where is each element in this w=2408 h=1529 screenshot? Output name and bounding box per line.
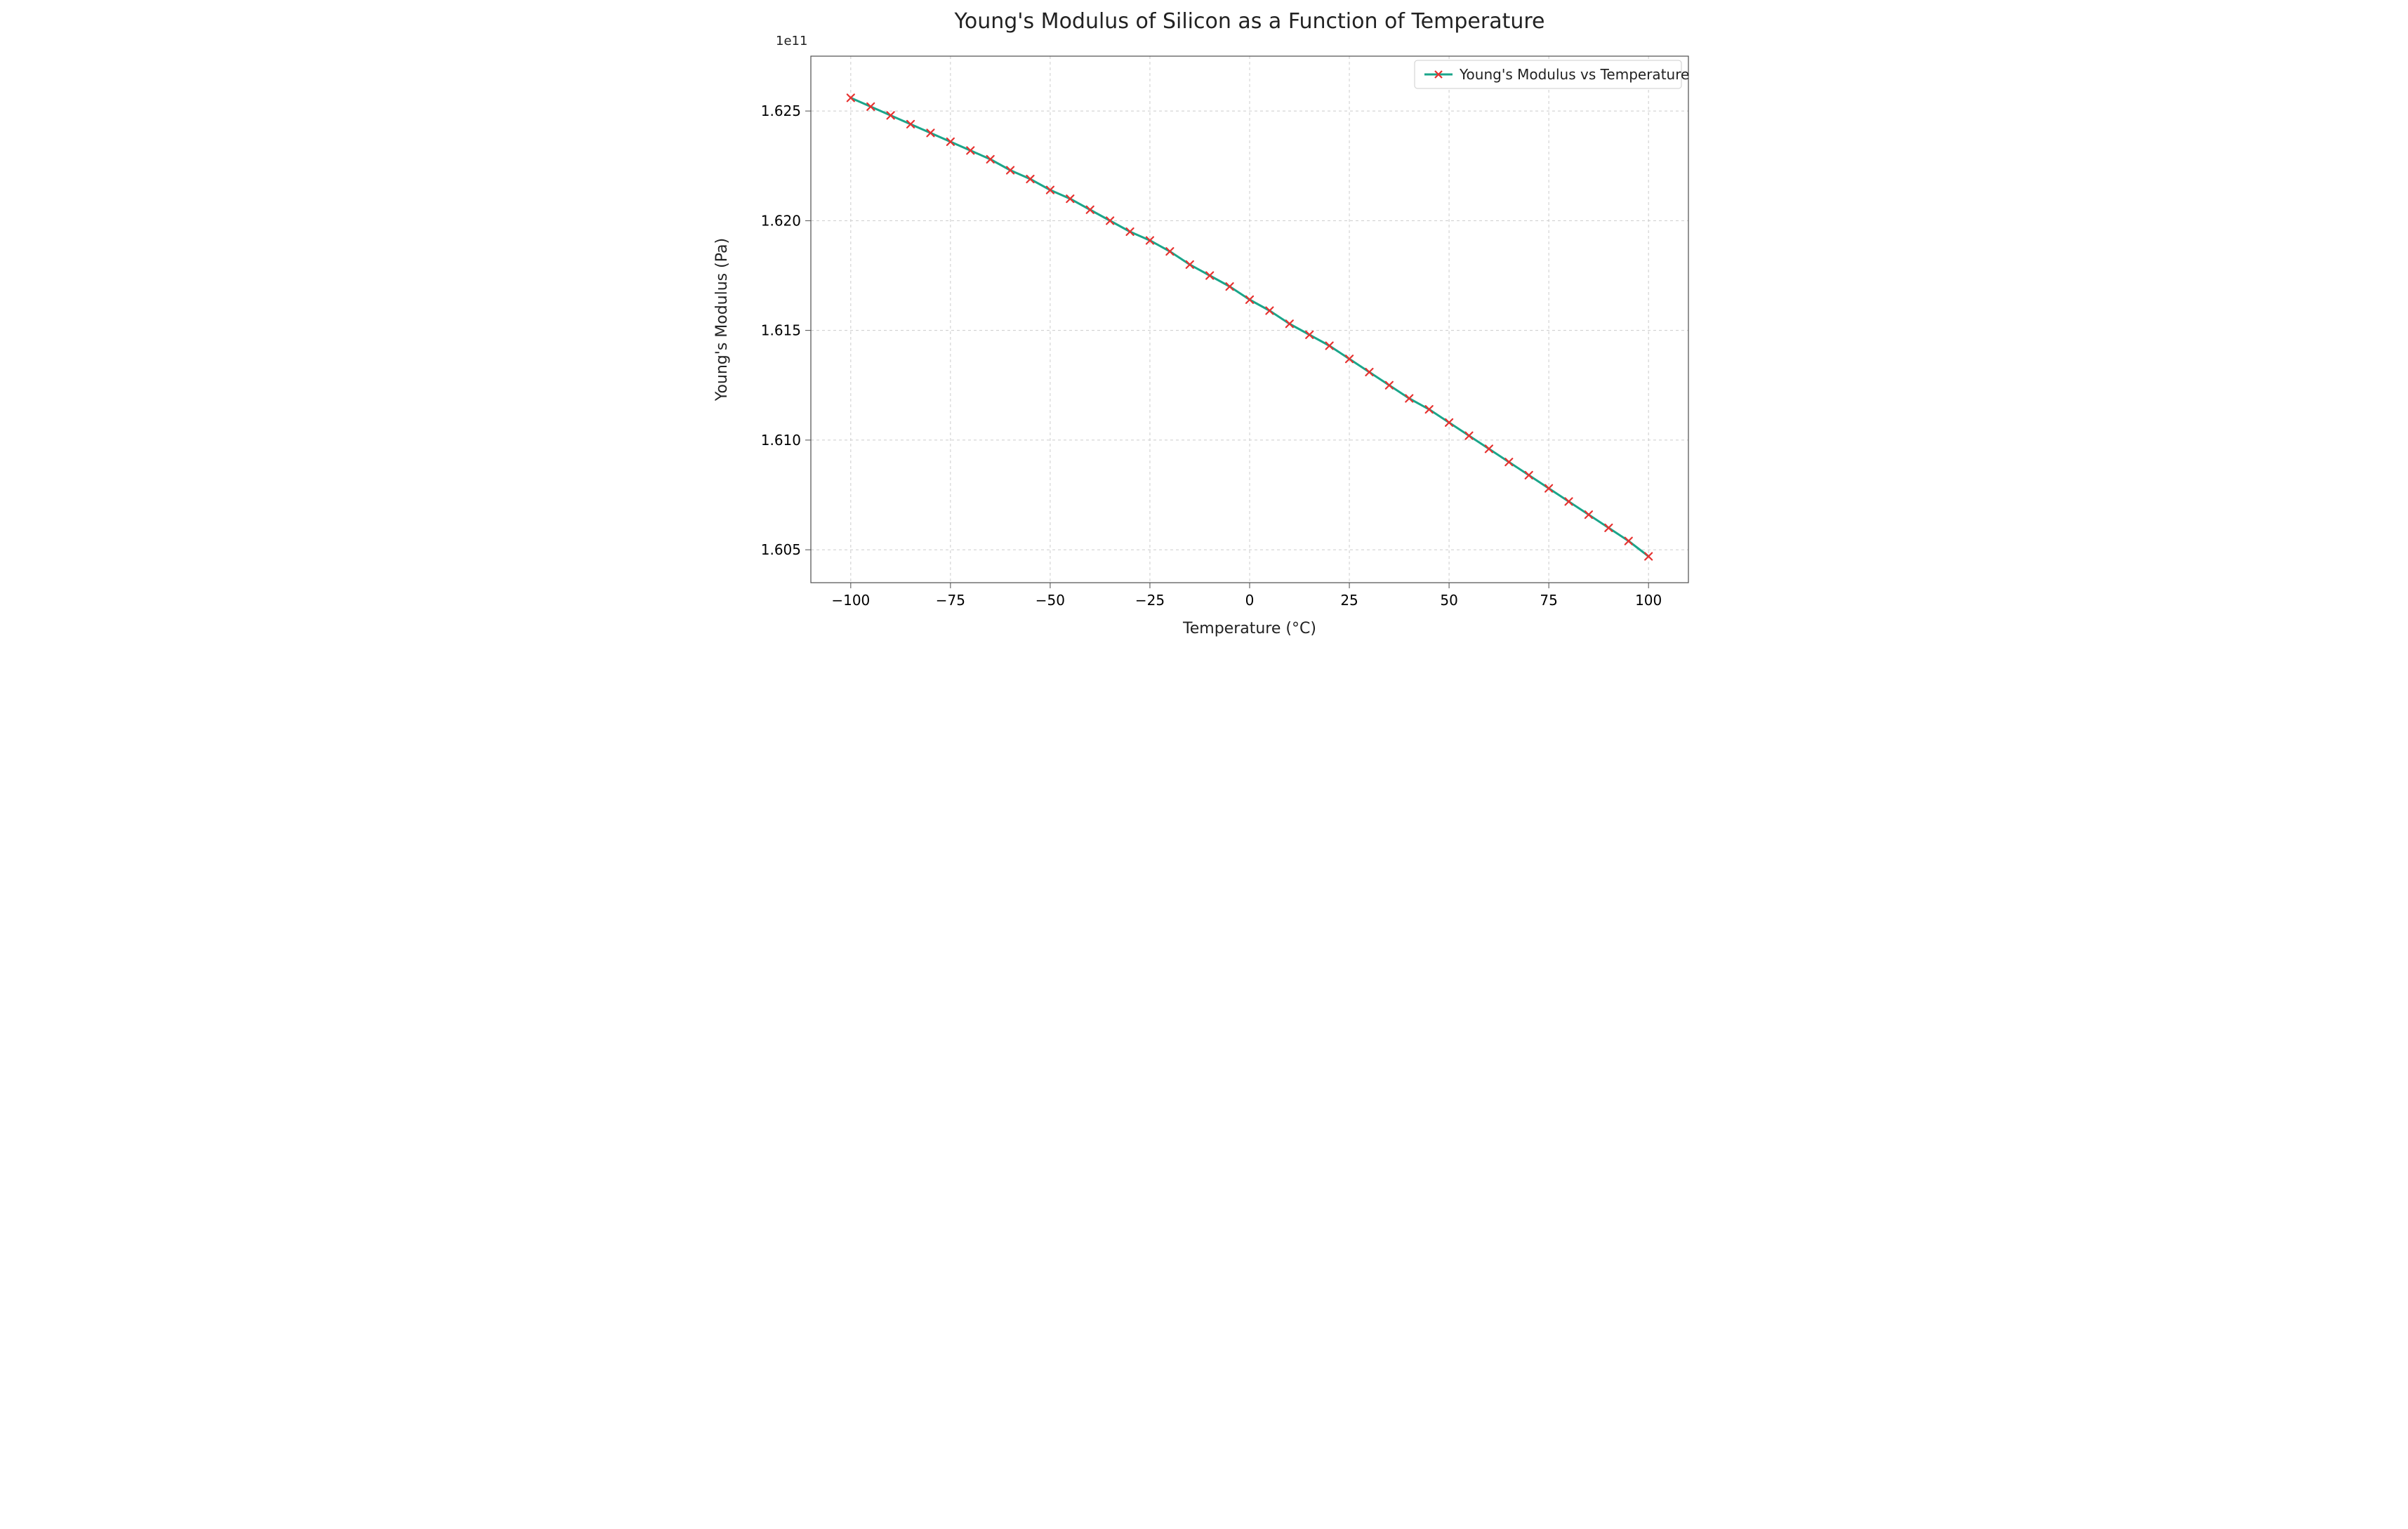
ytick-label: 1.605 (761, 541, 801, 558)
x-axis-label: Temperature (°C) (1182, 620, 1316, 637)
xtick-label: −50 (1036, 592, 1065, 609)
y-axis-label: Young's Modulus (Pa) (713, 238, 731, 402)
chart-container: 1.605 1.610 1.615 1.620 1.625 −100 −75 −50 −25 0 2… (684, 0, 1724, 660)
xtick-label: 100 (1635, 592, 1662, 609)
xtick-label: 50 (1440, 592, 1457, 609)
xtick-label: 75 (1540, 592, 1557, 609)
y-exponent-label: 1e11 (776, 34, 807, 48)
xtick-label: −75 (936, 592, 965, 609)
ytick-label: 1.615 (761, 322, 801, 339)
legend: Young's Modulus vs Temperature (1415, 60, 1689, 88)
ytick-label: 1.610 (761, 432, 801, 449)
ytick-label: 1.625 (761, 102, 801, 119)
xtick-label: −25 (1135, 592, 1165, 609)
ytick-label: 1.620 (761, 212, 801, 229)
xtick-label: 25 (1340, 592, 1358, 609)
chart-title: Young's Modulus of Silicon as a Function… (954, 9, 1545, 34)
xtick-label: −100 (831, 592, 870, 609)
xtick-label: 0 (1245, 592, 1255, 609)
chart-svg: 1.605 1.610 1.615 1.620 1.625 −100 −75 −50 −25 0 2… (684, 0, 1724, 660)
legend-label: Young's Modulus vs Temperature (1459, 66, 1689, 83)
